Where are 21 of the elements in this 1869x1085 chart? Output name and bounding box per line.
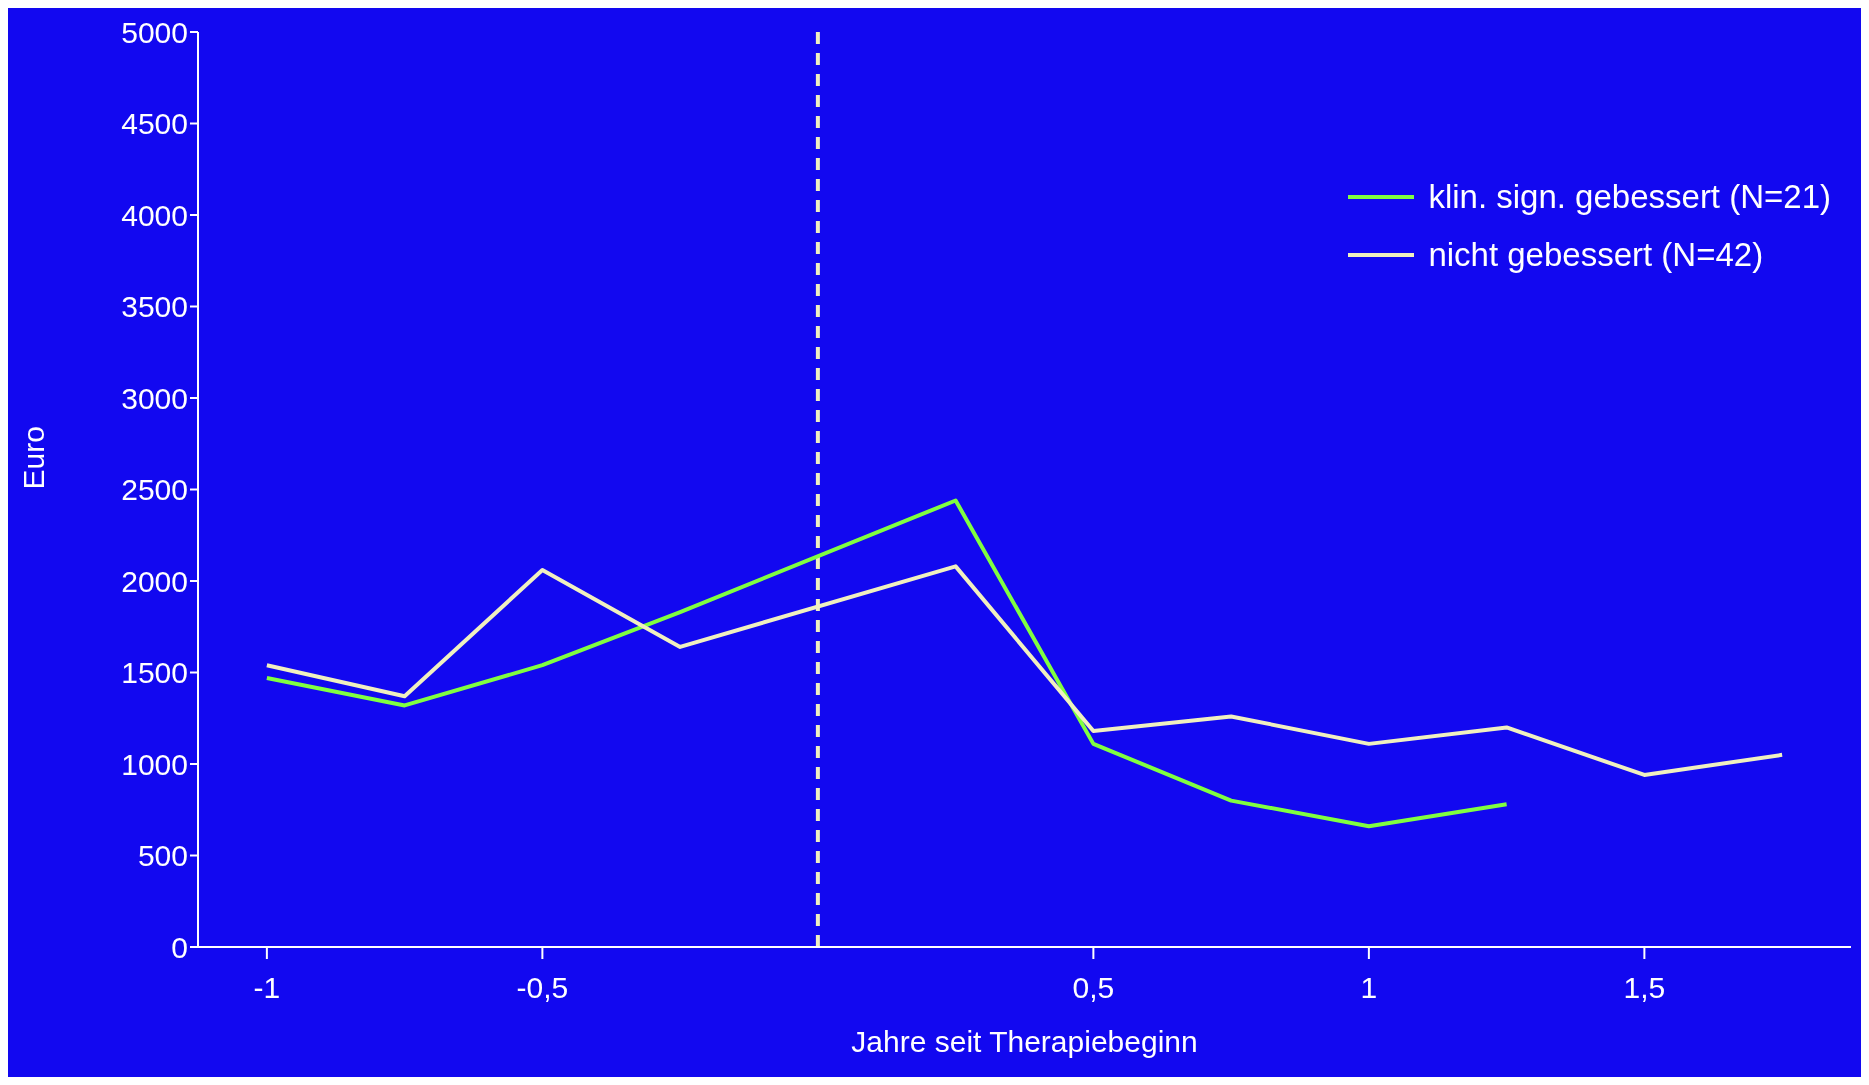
x-tick-label: 0,5	[1072, 971, 1115, 1005]
y-tick-label: 2000	[121, 564, 188, 598]
x-tick-label: 1	[1360, 971, 1378, 1005]
y-tick-label: 4000	[121, 198, 188, 232]
y-tick-label: 500	[137, 839, 188, 873]
y-tick-label: 1000	[121, 747, 188, 781]
x-tick-label: -1	[253, 971, 281, 1005]
y-tick-label: 3000	[121, 381, 188, 415]
y-axis-title: Euro	[16, 426, 50, 490]
y-tick-label: 4500	[121, 107, 188, 141]
x-tick-label: 1,5	[1623, 971, 1666, 1005]
line-series	[264, 498, 1509, 829]
legend-label: nicht gebessert (N=42)	[1428, 235, 1764, 275]
y-tick-label: 5000	[121, 15, 188, 49]
y-tick-label: 0	[171, 930, 188, 964]
x-tick-label: -0,5	[516, 971, 569, 1005]
x-axis-title: Jahre seit Therapiebeginn	[851, 1025, 1198, 1058]
legend-label: klin. sign. gebessert (N=21)	[1428, 177, 1831, 217]
y-tick-label: 2500	[121, 473, 188, 507]
y-tick-label: 3500	[121, 290, 188, 324]
y-tick-label: 1500	[121, 656, 188, 690]
